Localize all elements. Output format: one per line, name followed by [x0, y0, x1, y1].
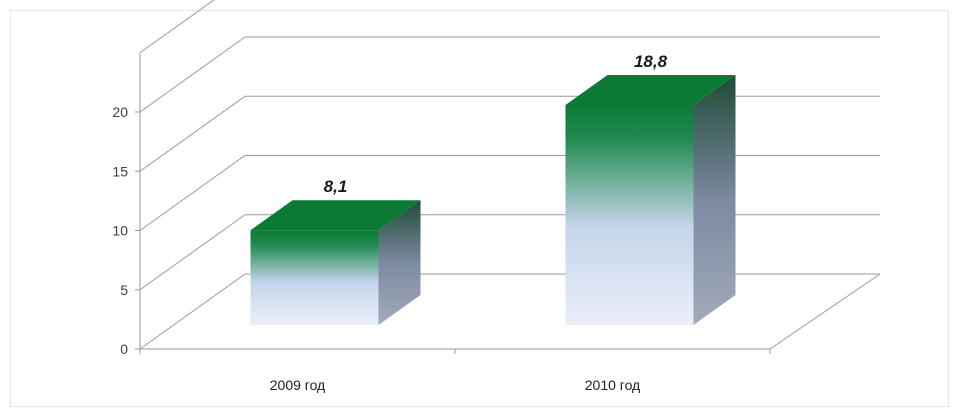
bar [250, 200, 421, 325]
gridline [139, 95, 880, 172]
labels: 0 5 10 15 20 2009 год 2010 год 8,1 18,8 [112, 52, 667, 393]
bar-front [250, 230, 379, 325]
y-tick-label: 10 [112, 223, 128, 239]
bar-top [250, 200, 421, 231]
bar-side [378, 200, 421, 325]
bar-front [565, 105, 694, 325]
bars [250, 75, 736, 325]
data-label: 18,8 [634, 52, 668, 71]
gridline [139, 155, 880, 231]
bar-top [565, 75, 736, 105]
bar-side [693, 75, 736, 325]
floor-right-edge [769, 273, 881, 350]
gridline [139, 0, 215, 54]
axes [135, 52, 771, 354]
x-tick-label: 2009 год [270, 377, 325, 393]
gridline [139, 36, 880, 113]
y-tick-label: 0 [120, 341, 128, 357]
y-tick-label: 5 [120, 282, 128, 298]
bar [565, 75, 736, 325]
y-tick-label: 15 [112, 163, 128, 179]
chart-frame [10, 10, 949, 407]
data-label: 8,1 [324, 177, 348, 196]
y-tick-label: 20 [112, 104, 128, 120]
x-tick-label: 2010 год [585, 377, 640, 393]
